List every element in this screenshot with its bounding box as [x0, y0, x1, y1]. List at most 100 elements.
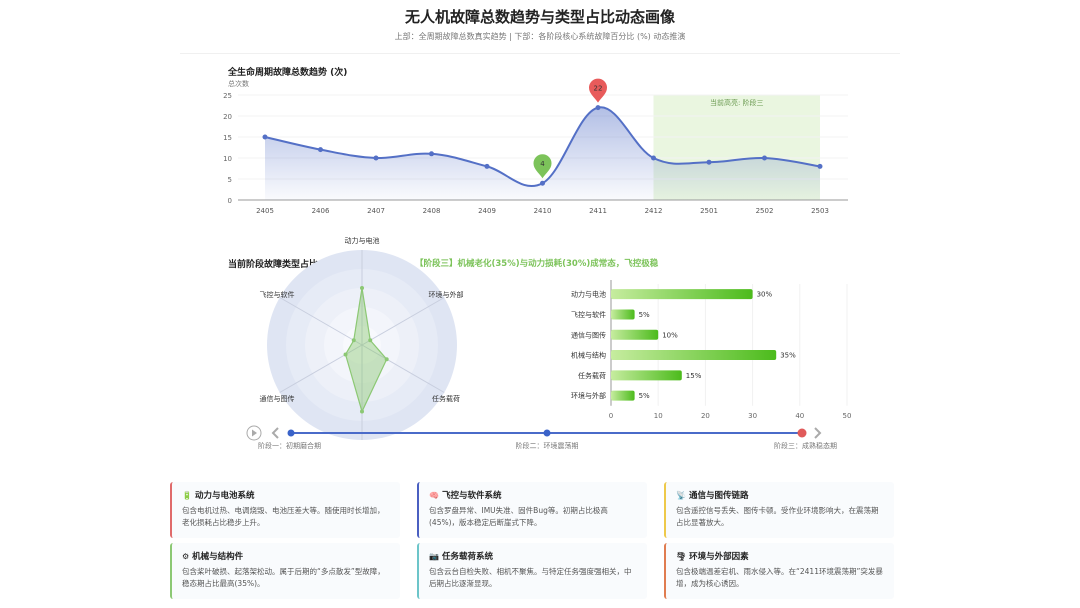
radar-chart-title: 当前阶段故障类型占比 (%)	[228, 260, 339, 270]
y-tick-label: 20	[223, 113, 232, 121]
card-description: 包含桨叶破损、起落架松动。属于后期的“多点散发”型故障，稳态期占比最高(35%)…	[182, 567, 385, 588]
line-chart-ylabel: 总次数	[228, 80, 249, 88]
y-tick-label: 25	[223, 92, 232, 100]
x-tick-label: 2411	[589, 207, 607, 215]
timeline-stage-label: 阶段一：初期磨合期	[258, 441, 321, 450]
card-title: 动力与电池系统	[194, 491, 255, 501]
card-description: 包含云台自检失败、相机不聚焦。与特定任务强度强相关，中后期占比逐渐显现。	[429, 567, 632, 588]
gear-icon: ⚙	[182, 552, 190, 561]
x-tick-label: 2412	[645, 207, 663, 215]
max-marker-label: 22	[594, 85, 603, 93]
card-title-row: 📡 通信与图传链路	[676, 489, 884, 501]
antenna-icon: 📡	[676, 491, 686, 500]
radar-point	[351, 338, 356, 343]
card-title-row: 🔋 动力与电池系统	[182, 489, 390, 501]
radar-point	[368, 338, 373, 343]
page-subtitle: 上部：全周期故障总数真实趋势 | 下部：各阶段核心系统故障百分比 (%) 动态推…	[394, 32, 686, 41]
system-card: 🧠 飞控与软件系统 包含罗盘异常、IMU失准、固件Bug等。初期占比极高(45%)…	[417, 482, 647, 538]
play-icon	[252, 429, 257, 437]
bar	[611, 350, 777, 361]
bar-chart: 0 10 20 30 40 50 动力与电池 30% 飞控与软件 5% 通信与图传 10% 机械与结构 3…	[571, 280, 852, 420]
card-title: 环境与外部因素	[689, 552, 749, 562]
wind-icon: 🌪	[676, 552, 687, 561]
bar-category-label: 任务载荷	[578, 371, 606, 380]
bar-data-label: 30%	[757, 291, 773, 299]
data-point	[318, 147, 323, 153]
x-tick-label: 10	[654, 412, 663, 420]
line-chart: 当前高亮: 阶段三 0 5 10 15 20 25 2405 2406 2407 2408 2409 2…	[223, 78, 848, 215]
card-title-row: 📷 任务载荷系统	[429, 550, 637, 562]
bar	[611, 309, 635, 320]
timeline-stage-label: 阶段二：环境震荡期	[516, 441, 579, 450]
y-tick-label: 0	[228, 197, 232, 205]
divider	[180, 53, 900, 54]
system-card: 📷 任务载荷系统包含云台自检失败、相机不聚焦。与特定任务强度强相关，中后期占比逐…	[417, 543, 647, 599]
data-point	[651, 155, 656, 161]
card-title: 飞控与软件系统	[441, 491, 502, 501]
timeline[interactable]: 阶段一：初期磨合期 阶段二：环境震荡期 阶段三：成熟稳态期	[240, 420, 840, 455]
radar-indicator-label: 飞控与软件	[260, 290, 295, 299]
radar-axis	[279, 344, 363, 393]
bar-data-label: 10%	[662, 331, 678, 339]
prev-chevron-icon[interactable]	[271, 427, 279, 439]
timeline-stage-dot[interactable]	[543, 429, 551, 437]
page-title: 无人机故障总数趋势与类型占比动态画像	[404, 8, 675, 26]
play-button[interactable]	[246, 425, 262, 441]
bar-data-label: 5%	[639, 311, 650, 319]
system-card: 📡 通信与图传链路包含遥控信号丢失、图传卡顿。受作业环境影响大，在震荡期占比显著…	[664, 482, 894, 538]
card-title: 机械与结构件	[192, 552, 244, 562]
bar-category-label: 飞控与软件	[571, 310, 606, 319]
data-point	[484, 163, 490, 169]
min-marker-pin	[533, 154, 552, 179]
x-tick-label: 2406	[312, 207, 330, 215]
x-tick-label: 20	[701, 412, 710, 420]
card-description: 包含遥控信号丢失、图传卡顿。受作业环境影响大，在震荡期占比显著放大。	[676, 506, 879, 527]
card-description: 包含电机过热、电调烧毁、电池压差大等。随使用时长增加，老化损耗占比稳步上升。	[182, 506, 385, 527]
highlight-label: 当前高亮: 阶段三	[710, 98, 764, 107]
bar	[611, 289, 753, 300]
radar-chart: 动力与电池飞控与软件通信与图传机械与结构任务载荷环境与外部	[260, 236, 464, 440]
bar-category-label: 机械与结构	[571, 351, 606, 360]
x-tick-label: 40	[795, 412, 804, 420]
y-tick-label: 15	[223, 134, 232, 142]
radar-indicator-label: 动力与电池	[345, 236, 380, 245]
card-title: 通信与图传链路	[688, 491, 749, 501]
data-point	[817, 163, 823, 169]
x-tick-label: 2502	[756, 207, 774, 215]
stage-annotation: 【阶段三】机械老化(35%)与动力损耗(30%)成常态，飞控极稳	[415, 259, 659, 269]
timeline-stage-dot[interactable]	[797, 428, 807, 438]
card-title-row: 🌪 环境与外部因素	[676, 550, 884, 562]
line-area	[265, 107, 820, 200]
y-tick-label: 5	[228, 176, 232, 184]
x-tick-label: 50	[843, 412, 852, 420]
radar-indicator-label: 环境与外部	[429, 290, 464, 299]
bar-data-label: 5%	[639, 392, 650, 400]
bar-data-label: 35%	[780, 352, 796, 360]
camera-icon: 📷	[429, 552, 439, 561]
radar-point	[384, 357, 389, 362]
data-point	[262, 134, 268, 140]
x-tick-label: 2409	[478, 207, 496, 215]
radar-axis	[361, 344, 445, 393]
card-title-row: ⚙ 机械与结构件	[182, 550, 390, 562]
x-tick-label: 2410	[534, 207, 552, 215]
x-tick-label: 2407	[367, 207, 385, 215]
system-card: 🌪 环境与外部因素 包含极端温差宕机、雨水侵入等。在“2411环境震荡期”突发暴增…	[664, 543, 894, 599]
battery-icon: 🔋	[182, 491, 192, 500]
brain-icon: 🧠	[429, 491, 439, 500]
data-point	[540, 180, 545, 186]
data-point	[373, 155, 379, 161]
bar-category-label: 环境与外部	[571, 391, 606, 400]
next-chevron-icon[interactable]	[814, 427, 822, 439]
radar-point	[360, 286, 364, 290]
card-title: 任务载荷系统	[441, 552, 493, 562]
radar-axis	[361, 297, 445, 346]
x-tick-label: 2501	[700, 207, 718, 215]
data-point	[706, 159, 712, 165]
timeline-stage-label: 阶段三：成熟稳态期	[774, 441, 837, 450]
data-point	[429, 151, 434, 157]
radar-indicator-label: 任务载荷	[432, 394, 460, 403]
timeline-stage-dot[interactable]	[287, 429, 295, 437]
x-tick-label: 2408	[423, 207, 441, 215]
x-tick-label: 30	[748, 412, 757, 420]
